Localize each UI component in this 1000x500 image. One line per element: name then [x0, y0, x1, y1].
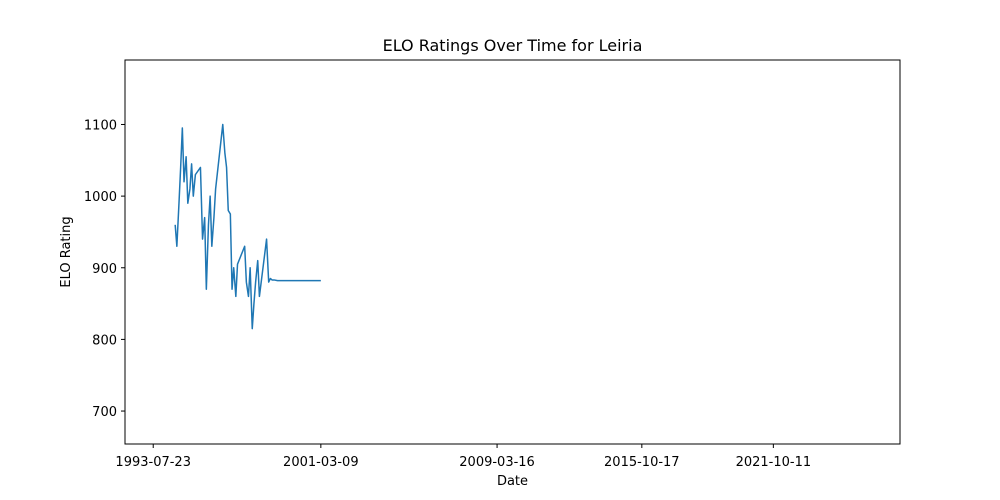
plot-frame — [124, 59, 901, 445]
y-tick-label: 1100 — [84, 118, 117, 133]
x-tick-label: 2021-10-11 — [736, 455, 812, 470]
plot-area — [125, 60, 900, 444]
y-axis-label: ELO Rating — [59, 216, 74, 287]
x-tick-label: 2009-03-16 — [459, 455, 535, 470]
y-tick-label: 800 — [92, 333, 117, 348]
x-axis-ticks: 1993-07-23 2001-03-09 2009-03-16 2015-10-17… — [115, 444, 811, 470]
y-tick-label: 900 — [92, 262, 117, 277]
line-layer — [174, 123, 321, 330]
series-line-0 — [174, 123, 321, 330]
y-tick-label: 1000 — [84, 190, 117, 205]
y-tick-label: 700 — [92, 405, 117, 420]
x-tick-label: 1993-07-23 — [115, 455, 191, 470]
y-axis-ticks: 700 800 900 1000 1100 — [84, 118, 125, 420]
chart-title: ELO Ratings Over Time for Leiria — [383, 36, 643, 55]
x-tick-label: 2001-03-09 — [283, 455, 359, 470]
x-axis-label: Date — [497, 474, 528, 489]
x-tick-label: 2015-10-17 — [604, 455, 680, 470]
